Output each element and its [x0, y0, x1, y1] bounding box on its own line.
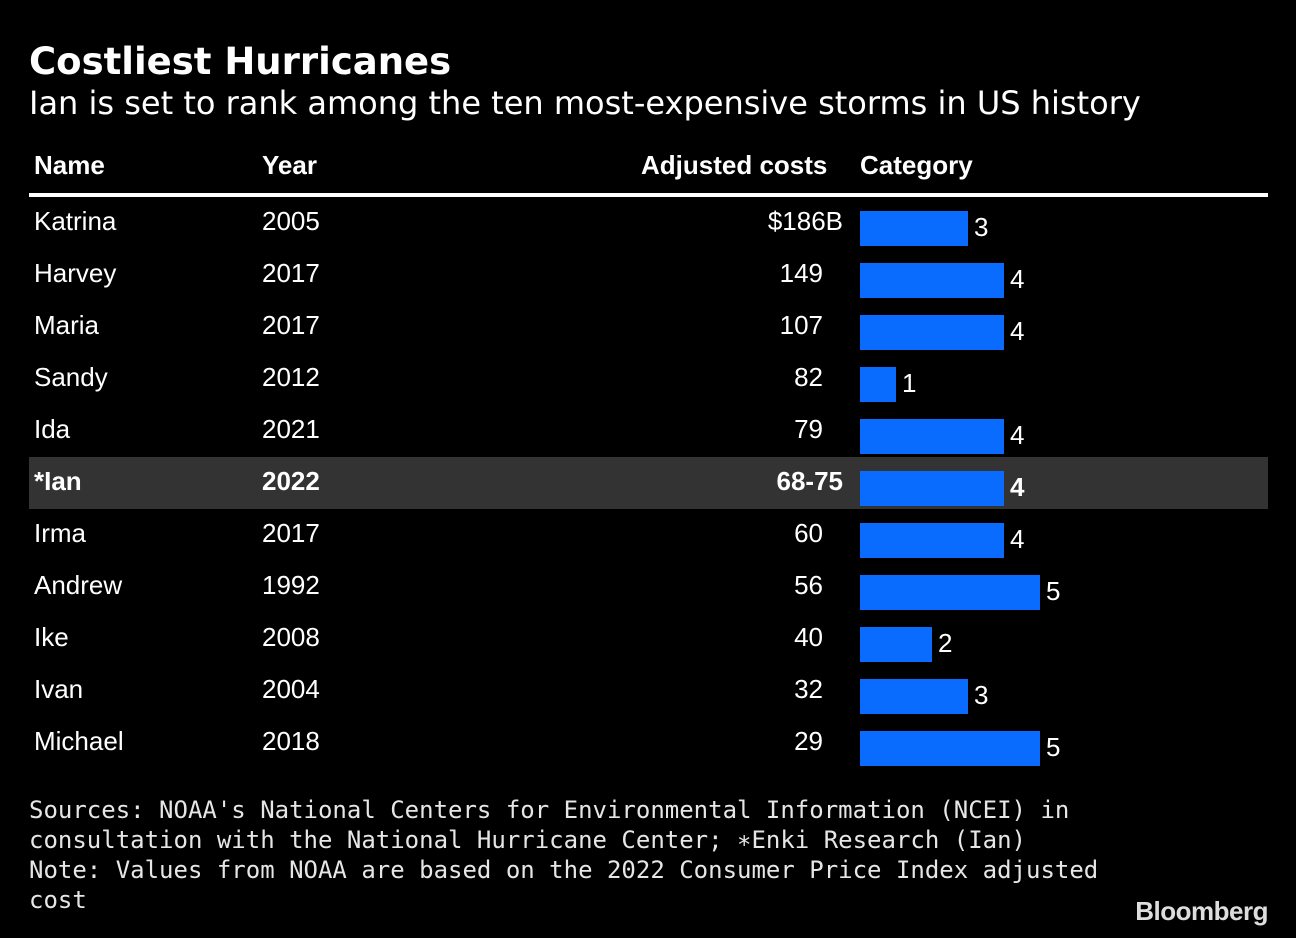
chart-subtitle: Ian is set to rank among the ten most-ex…	[29, 84, 1141, 122]
category-label: 5	[1046, 732, 1061, 762]
category-label: 2	[938, 628, 953, 658]
source-notes: Sources: NOAA's National Centers for Env…	[29, 795, 1099, 915]
adjusted-cost: 56	[794, 570, 823, 600]
table-row: Irma 2017 60 4	[0, 509, 1296, 561]
header-adjusted-costs: Adjusted costs	[641, 150, 828, 180]
hurricane-year: 2005	[262, 206, 320, 236]
hurricane-name: Harvey	[34, 258, 117, 288]
hurricane-year: 2004	[262, 674, 320, 704]
category-label: 5	[1046, 576, 1061, 606]
adjusted-cost: 79	[794, 414, 823, 444]
hurricane-name: Ida	[34, 414, 71, 444]
table-row: Andrew 1992 56 5	[0, 561, 1296, 613]
hurricane-year: 2022	[262, 466, 320, 496]
hurricane-name: Maria	[34, 310, 100, 340]
category-label: 4	[1010, 524, 1025, 554]
header-rule	[29, 193, 1268, 197]
table-row: Sandy 2012 82 1	[0, 353, 1296, 405]
category-bar	[860, 471, 1004, 506]
adjusted-cost: 32	[794, 674, 823, 704]
note-line: consultation with the National Hurricane…	[29, 826, 1026, 854]
hurricane-name: Katrina	[34, 206, 117, 236]
table-row: Katrina 2005 $186B 3	[0, 197, 1296, 249]
adjusted-cost: $186B	[767, 206, 843, 236]
table-row: Harvey 2017 149 4	[0, 249, 1296, 301]
hurricane-year: 2018	[262, 726, 320, 756]
hurricane-name: *Ian	[34, 466, 82, 496]
hurricane-year: 2012	[262, 362, 320, 392]
category-bar	[860, 315, 1004, 350]
adjusted-cost: 107	[779, 310, 823, 340]
hurricane-name: Andrew	[34, 570, 123, 600]
hurricane-name: Sandy	[34, 362, 108, 392]
adjusted-cost: 29	[794, 726, 823, 756]
header-name: Name	[34, 150, 105, 180]
adjusted-cost: 40	[794, 622, 823, 652]
hurricane-year: 2008	[262, 622, 320, 652]
category-label: 4	[1010, 316, 1025, 346]
hurricane-year: 2021	[262, 414, 320, 444]
category-bar	[860, 731, 1040, 766]
note-line: Sources: NOAA's National Centers for Env…	[29, 796, 1070, 824]
category-bar	[860, 263, 1004, 298]
hurricane-name: Ike	[34, 622, 69, 652]
category-label: 1	[902, 368, 917, 398]
table-row: Michael 2018 29 5	[0, 717, 1296, 769]
table-row: Maria 2017 107 4	[0, 301, 1296, 353]
hurricane-name: Michael	[34, 726, 124, 756]
chart-title: Costliest Hurricanes	[29, 40, 452, 83]
category-label: 4	[1010, 420, 1025, 450]
category-label: 4	[1010, 472, 1025, 502]
hurricane-year: 2017	[262, 258, 320, 288]
hurricane-name: Ivan	[34, 674, 84, 704]
hurricane-name: Irma	[34, 518, 86, 548]
table-row: Ivan 2004 32 3	[0, 665, 1296, 717]
bloomberg-logo: Bloomberg	[1135, 896, 1268, 926]
category-label: 3	[974, 680, 989, 710]
category-bar	[860, 575, 1040, 610]
category-bar	[860, 419, 1004, 454]
category-bar	[860, 627, 932, 662]
adjusted-cost: 82	[794, 362, 823, 392]
category-bar	[860, 367, 896, 402]
category-bar	[860, 523, 1004, 558]
hurricane-year: 2017	[262, 310, 320, 340]
category-bar	[860, 211, 968, 246]
table-row: Ike 2008 40 2	[0, 613, 1296, 665]
adjusted-cost: 149	[779, 258, 823, 288]
adjusted-cost: 60	[794, 518, 823, 548]
category-label: 3	[974, 212, 989, 242]
category-label: 4	[1010, 264, 1025, 294]
hurricane-year: 1992	[262, 570, 320, 600]
header-category: Category	[860, 150, 973, 180]
table-row: *Ian 2022 68-75 4	[29, 457, 1268, 509]
note-line: cost	[29, 886, 87, 914]
category-bar	[860, 679, 968, 714]
hurricane-year: 2017	[262, 518, 320, 548]
adjusted-cost: 68-75	[776, 466, 844, 496]
table-row: Ida 2021 79 4	[0, 405, 1296, 457]
header-year: Year	[262, 150, 317, 180]
note-line: Note: Values from NOAA are based on the …	[29, 856, 1099, 884]
